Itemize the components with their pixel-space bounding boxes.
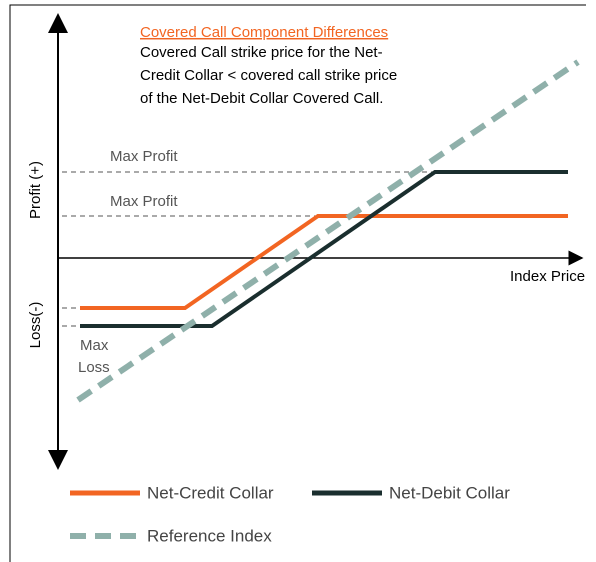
reference-line bbox=[76, 59, 580, 403]
legend-label: Net-Credit Collar bbox=[147, 483, 274, 502]
description-line: Credit Collar < covered call strike pric… bbox=[140, 67, 397, 84]
profit-label: Profit (+) bbox=[27, 161, 44, 219]
annotation: Max Profit bbox=[110, 148, 178, 165]
annotation: Max bbox=[80, 337, 109, 354]
guide-lines bbox=[62, 171, 435, 327]
description-line: Covered Call strike price for the Net- bbox=[140, 44, 383, 61]
legend-label: Reference Index bbox=[147, 526, 272, 545]
frame bbox=[9, 4, 586, 562]
net-credit-line bbox=[80, 214, 568, 310]
net-debit-line bbox=[80, 170, 568, 328]
legend-label: Net-Debit Collar bbox=[389, 483, 510, 502]
annotation: Max Profit bbox=[110, 193, 178, 210]
title: Covered Call Component Differences bbox=[140, 24, 388, 41]
description-line: of the Net-Debit Collar Covered Call. bbox=[140, 90, 383, 107]
x-axis-label: Index Price bbox=[510, 268, 585, 285]
annotation: Loss bbox=[78, 359, 110, 376]
loss-label: Loss(-) bbox=[27, 302, 44, 349]
